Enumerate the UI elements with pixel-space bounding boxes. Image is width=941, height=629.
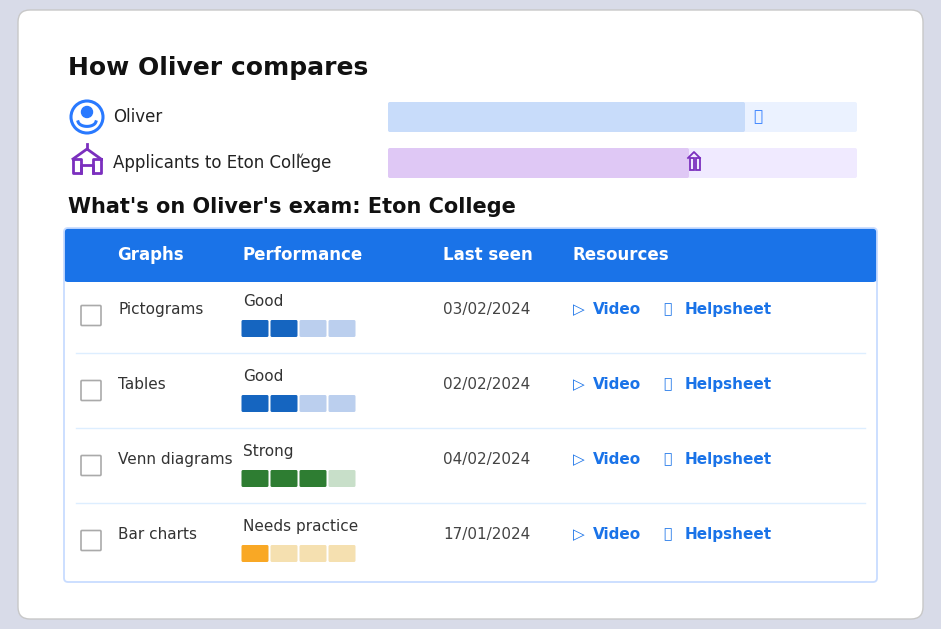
FancyBboxPatch shape <box>270 470 297 487</box>
FancyBboxPatch shape <box>64 228 877 282</box>
FancyBboxPatch shape <box>388 148 857 178</box>
FancyBboxPatch shape <box>328 545 356 562</box>
Text: Needs practice: Needs practice <box>243 519 359 534</box>
Text: Venn diagrams: Venn diagrams <box>118 452 232 467</box>
Text: Video: Video <box>593 527 641 542</box>
Text: Good: Good <box>243 294 283 309</box>
Bar <box>68 428 873 503</box>
Text: Pictograms: Pictograms <box>118 302 203 317</box>
FancyBboxPatch shape <box>388 102 745 132</box>
Text: ▷: ▷ <box>573 377 584 392</box>
Text: Good: Good <box>243 369 283 384</box>
Circle shape <box>82 106 92 118</box>
Text: 03/02/2024: 03/02/2024 <box>443 302 531 317</box>
FancyBboxPatch shape <box>270 320 297 337</box>
Text: What's on Oliver's exam: Eton College: What's on Oliver's exam: Eton College <box>68 197 516 217</box>
Text: ▷: ▷ <box>573 527 584 542</box>
FancyBboxPatch shape <box>242 395 268 412</box>
Text: Strong: Strong <box>243 444 294 459</box>
Bar <box>690 158 694 170</box>
FancyBboxPatch shape <box>270 395 297 412</box>
FancyBboxPatch shape <box>328 320 356 337</box>
Text: ▷: ▷ <box>573 302 584 317</box>
Bar <box>68 353 873 428</box>
Text: Applicants to Eton College: Applicants to Eton College <box>113 154 331 172</box>
Text: Bar charts: Bar charts <box>118 527 197 542</box>
Text: 🗎: 🗎 <box>663 452 671 467</box>
FancyBboxPatch shape <box>81 530 101 550</box>
FancyBboxPatch shape <box>270 545 297 562</box>
Text: Last seen: Last seen <box>443 246 533 264</box>
Bar <box>68 503 873 578</box>
Text: 17/01/2024: 17/01/2024 <box>443 527 530 542</box>
FancyBboxPatch shape <box>81 455 101 476</box>
Text: Performance: Performance <box>243 246 363 264</box>
FancyBboxPatch shape <box>242 545 268 562</box>
Text: Video: Video <box>593 452 641 467</box>
Text: 🗎: 🗎 <box>663 528 671 542</box>
FancyBboxPatch shape <box>18 10 923 619</box>
FancyBboxPatch shape <box>299 470 327 487</box>
FancyBboxPatch shape <box>242 320 268 337</box>
Text: How Oliver compares: How Oliver compares <box>68 56 368 80</box>
Text: Helpsheet: Helpsheet <box>685 527 773 542</box>
FancyBboxPatch shape <box>388 148 689 178</box>
FancyBboxPatch shape <box>388 102 857 132</box>
FancyBboxPatch shape <box>299 395 327 412</box>
Bar <box>68 278 873 353</box>
FancyBboxPatch shape <box>242 470 268 487</box>
Text: 04/02/2024: 04/02/2024 <box>443 452 530 467</box>
FancyBboxPatch shape <box>328 470 356 487</box>
Text: ⓘ: ⓘ <box>753 109 762 125</box>
Text: 02/02/2024: 02/02/2024 <box>443 377 530 392</box>
Bar <box>696 158 700 170</box>
Text: Video: Video <box>593 302 641 317</box>
Text: Resources: Resources <box>573 246 670 264</box>
FancyBboxPatch shape <box>299 320 327 337</box>
Text: Video: Video <box>593 377 641 392</box>
Text: ▷: ▷ <box>573 452 584 467</box>
Text: Tables: Tables <box>118 377 166 392</box>
FancyBboxPatch shape <box>299 545 327 562</box>
Text: Helpsheet: Helpsheet <box>685 302 773 317</box>
FancyBboxPatch shape <box>81 306 101 325</box>
Text: 🗎: 🗎 <box>663 377 671 391</box>
Text: ˅: ˅ <box>295 154 304 172</box>
Text: Helpsheet: Helpsheet <box>685 377 773 392</box>
FancyBboxPatch shape <box>328 395 356 412</box>
Text: Helpsheet: Helpsheet <box>685 452 773 467</box>
FancyBboxPatch shape <box>81 381 101 401</box>
Text: Oliver: Oliver <box>113 108 162 126</box>
Text: Graphs: Graphs <box>117 246 183 264</box>
Text: 🗎: 🗎 <box>663 303 671 316</box>
